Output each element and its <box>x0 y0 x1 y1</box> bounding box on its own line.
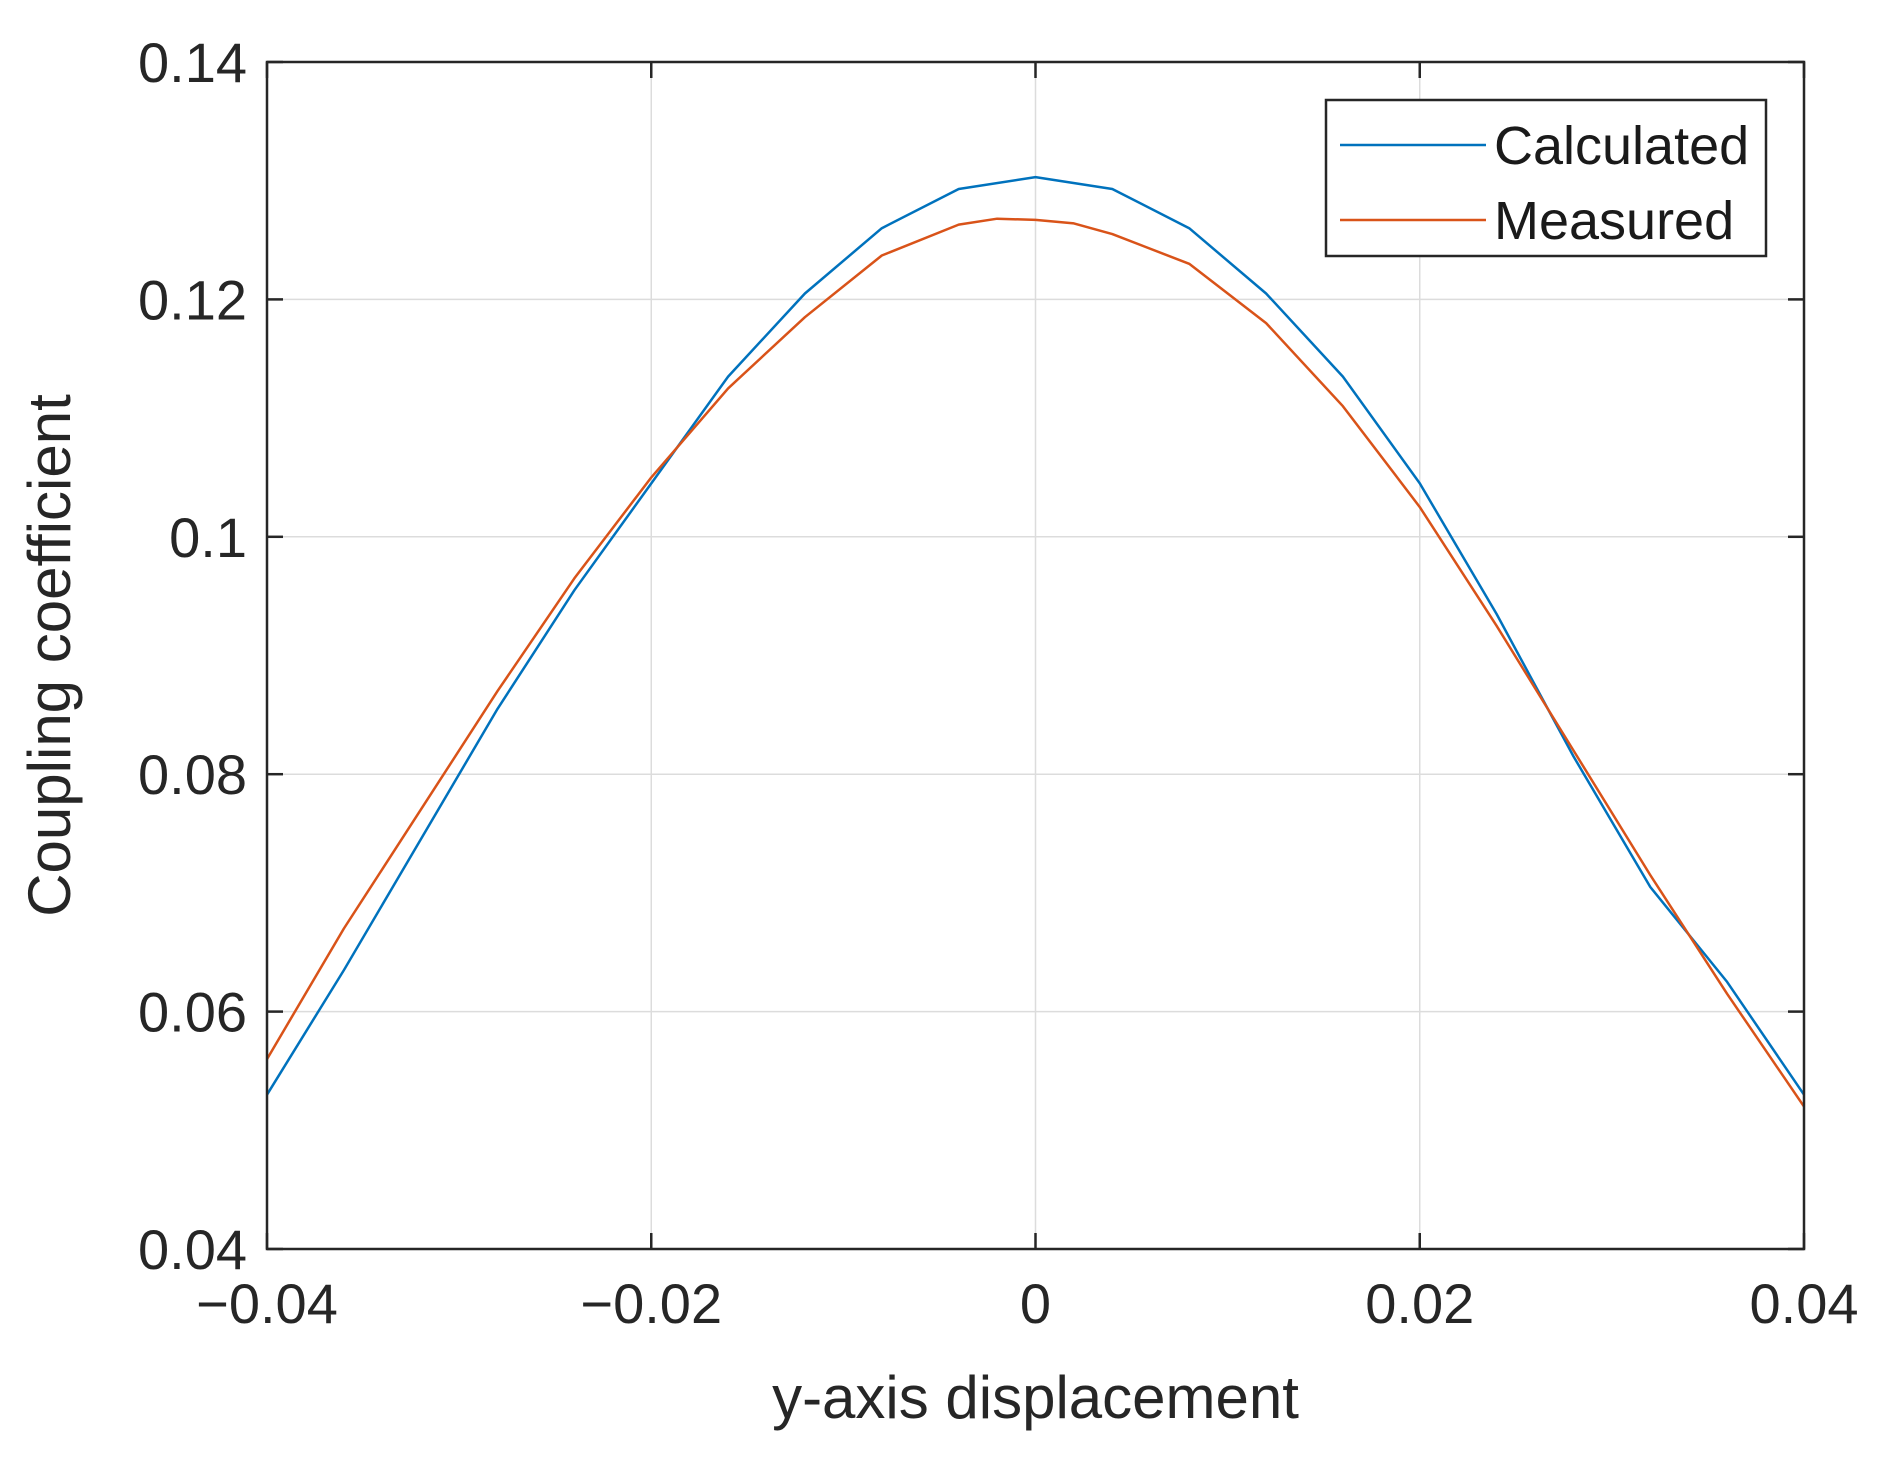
grid-lines <box>267 62 1804 1249</box>
y-tick-label: 0.14 <box>138 31 247 94</box>
legend: Calculated Measured <box>1324 98 1768 258</box>
legend-box <box>1324 98 1768 258</box>
legend-label-calculated: Calculated <box>1494 116 1749 176</box>
x-tick-label: 0 <box>1020 1272 1051 1335</box>
x-tick-labels: −0.04 −0.02 0 0.02 0.04 <box>196 1272 1858 1335</box>
series-line-measured <box>265 217 1806 1108</box>
x-tick-label: 0.02 <box>1365 1272 1474 1335</box>
y-tick-labels: 0.04 0.06 0.08 0.1 0.12 0.14 <box>138 31 247 1281</box>
series-layer <box>265 175 1806 1108</box>
y-tick-label: 0.12 <box>138 268 247 331</box>
y-tick-label: 0.06 <box>138 981 247 1044</box>
tick-marks <box>265 60 1806 1251</box>
x-tick-label: −0.04 <box>196 1272 338 1335</box>
y-tick-label: 0.04 <box>138 1218 247 1281</box>
y-tick-label: 0.08 <box>138 743 247 806</box>
x-axis-title: y-axis displacement <box>772 1364 1299 1431</box>
y-axis-title: Coupling coefficient <box>16 394 83 917</box>
x-tick-label: 0.04 <box>1750 1272 1859 1335</box>
y-tick-label: 0.1 <box>169 506 247 569</box>
x-tick-label: −0.02 <box>580 1272 722 1335</box>
plot-area <box>265 60 1806 1251</box>
legend-label-measured: Measured <box>1494 191 1734 251</box>
